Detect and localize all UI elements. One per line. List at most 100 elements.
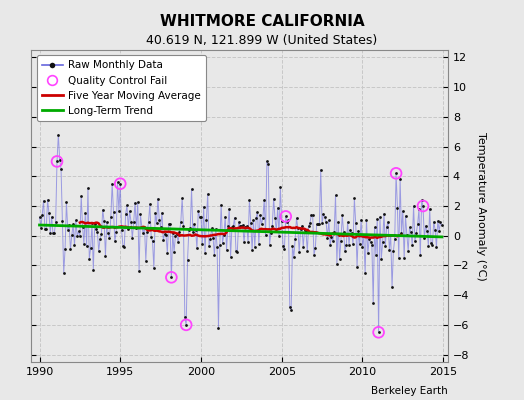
Point — [72, 217, 80, 223]
Point — [284, 217, 292, 223]
Point — [279, 242, 287, 249]
Point — [105, 235, 114, 241]
Point — [373, 216, 381, 222]
Point — [54, 132, 62, 138]
Point — [383, 224, 391, 230]
Point — [190, 221, 199, 228]
Point — [170, 249, 178, 255]
Point — [144, 219, 152, 226]
Point — [160, 231, 169, 237]
Point — [115, 208, 123, 215]
Point — [292, 215, 301, 221]
Point — [184, 226, 193, 233]
Point — [66, 246, 74, 252]
Point — [188, 186, 196, 192]
Point — [151, 210, 159, 216]
Point — [420, 234, 429, 241]
Point — [346, 227, 355, 233]
Point — [345, 242, 353, 248]
Point — [112, 229, 121, 236]
Point — [154, 195, 162, 202]
Point — [286, 304, 294, 310]
Point — [257, 221, 266, 228]
Point — [299, 243, 308, 250]
Point — [100, 218, 108, 224]
Point — [264, 161, 272, 168]
Point — [302, 228, 310, 234]
Point — [269, 195, 278, 202]
Point — [341, 248, 349, 254]
Point — [393, 205, 401, 211]
Point — [288, 242, 297, 249]
Point — [250, 244, 259, 250]
Point — [247, 220, 255, 226]
Point — [75, 233, 84, 239]
Point — [427, 240, 435, 247]
Point — [399, 208, 407, 214]
Point — [80, 240, 88, 247]
Point — [319, 211, 328, 217]
Point — [65, 222, 73, 228]
Point — [322, 219, 330, 225]
Point — [43, 196, 52, 203]
Point — [419, 203, 427, 209]
Text: WHITMORE CALIFORNIA: WHITMORE CALIFORNIA — [160, 14, 364, 29]
Point — [138, 223, 146, 230]
Legend: Raw Monthly Data, Quality Control Fail, Five Year Moving Average, Long-Term Tren: Raw Monthly Data, Quality Control Fail, … — [37, 55, 206, 121]
Point — [74, 228, 83, 234]
Point — [375, 329, 383, 336]
Point — [222, 247, 231, 254]
Point — [281, 213, 290, 220]
Point — [354, 227, 363, 234]
Point — [384, 218, 392, 225]
Point — [267, 229, 275, 236]
Point — [177, 219, 185, 226]
Point — [41, 226, 49, 232]
Point — [213, 244, 221, 250]
Point — [124, 226, 133, 232]
Point — [435, 228, 443, 234]
Point — [103, 218, 111, 225]
Point — [324, 217, 333, 224]
Point — [400, 255, 408, 262]
Point — [366, 238, 375, 245]
Point — [200, 204, 208, 210]
Point — [157, 224, 165, 230]
Point — [406, 224, 414, 230]
Point — [110, 209, 118, 215]
Point — [205, 243, 213, 249]
Point — [331, 192, 340, 198]
Point — [93, 228, 102, 235]
Point — [306, 220, 314, 226]
Point — [364, 250, 372, 257]
Point — [304, 223, 313, 230]
Point — [370, 224, 379, 230]
Point — [380, 210, 388, 217]
Point — [432, 244, 441, 250]
Point — [228, 224, 236, 230]
Point — [210, 252, 219, 258]
Point — [263, 158, 271, 165]
Point — [431, 226, 439, 233]
Point — [167, 274, 176, 280]
Point — [46, 230, 54, 236]
Point — [224, 223, 232, 230]
Point — [353, 264, 361, 270]
Point — [375, 329, 383, 336]
Point — [293, 225, 302, 232]
Point — [186, 225, 194, 232]
Point — [298, 222, 306, 229]
Point — [401, 212, 410, 219]
Point — [99, 206, 107, 213]
Point — [163, 249, 171, 256]
Point — [53, 158, 61, 165]
Point — [212, 226, 220, 232]
Point — [256, 212, 265, 218]
Point — [198, 241, 206, 248]
Point — [92, 226, 100, 232]
Point — [97, 231, 106, 238]
Point — [241, 224, 249, 230]
Point — [342, 242, 351, 248]
Point — [413, 221, 422, 228]
Point — [402, 232, 411, 238]
